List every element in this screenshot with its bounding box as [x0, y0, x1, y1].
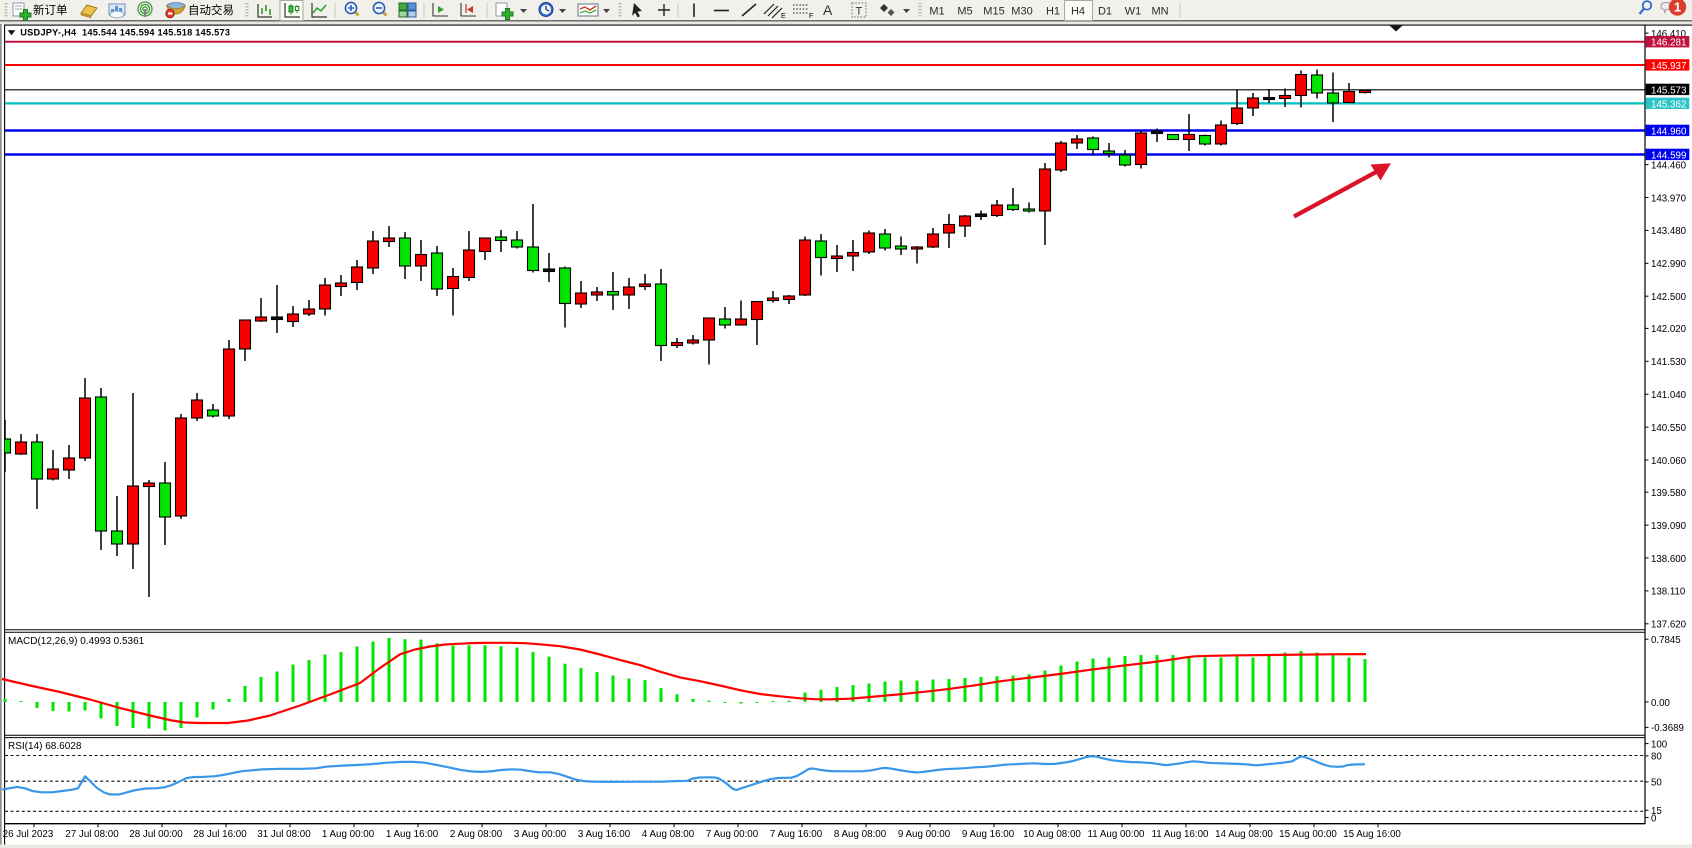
svg-text:4 Aug 08:00: 4 Aug 08:00 — [642, 829, 695, 840]
svg-text:E: E — [781, 13, 786, 20]
svg-text:50: 50 — [1651, 778, 1662, 789]
svg-text:9 Aug 00:00: 9 Aug 00:00 — [898, 829, 951, 840]
svg-text:15 Aug 00:00: 15 Aug 00:00 — [1279, 829, 1337, 840]
svg-text:139.090: 139.090 — [1651, 521, 1687, 532]
svg-text:138.110: 138.110 — [1651, 587, 1686, 598]
svg-text:-0.3689: -0.3689 — [1651, 723, 1684, 734]
svg-text:138.600: 138.600 — [1651, 554, 1687, 565]
svg-text:142.500: 142.500 — [1651, 292, 1687, 303]
svg-text:新订单: 新订单 — [33, 3, 68, 17]
svg-text:2 Aug 08:00: 2 Aug 08:00 — [450, 829, 503, 840]
svg-text:142.990: 142.990 — [1651, 259, 1687, 270]
svg-text:0: 0 — [1651, 813, 1657, 824]
svg-text:0.7845: 0.7845 — [1651, 635, 1681, 646]
svg-text:F: F — [809, 13, 813, 20]
svg-text:H1: H1 — [1046, 6, 1060, 18]
svg-text:9 Aug 16:00: 9 Aug 16:00 — [962, 829, 1015, 840]
svg-text:MN: MN — [1151, 6, 1168, 18]
svg-text:3 Aug 00:00: 3 Aug 00:00 — [514, 829, 567, 840]
svg-text:143.480: 143.480 — [1651, 226, 1687, 237]
svg-text:M1: M1 — [929, 6, 944, 18]
svg-text:1 Aug 16:00: 1 Aug 16:00 — [386, 829, 439, 840]
svg-text:11 Aug 16:00: 11 Aug 16:00 — [1151, 829, 1209, 840]
svg-text:A: A — [823, 2, 833, 18]
svg-text:28 Jul 16:00: 28 Jul 16:00 — [193, 829, 247, 840]
svg-text:143.970: 143.970 — [1651, 193, 1687, 204]
svg-text:141.530: 141.530 — [1651, 357, 1687, 368]
svg-text:MACD(12,26,9) 0.4993 0.5361: MACD(12,26,9) 0.4993 0.5361 — [8, 636, 145, 647]
svg-text:80: 80 — [1651, 752, 1662, 763]
svg-text:3 Aug 16:00: 3 Aug 16:00 — [578, 829, 631, 840]
svg-text:146.281: 146.281 — [1651, 38, 1686, 49]
svg-text:142.020: 142.020 — [1651, 324, 1687, 335]
svg-text:137.620: 137.620 — [1651, 620, 1687, 631]
svg-text:W1: W1 — [1125, 6, 1142, 18]
svg-text:139.580: 139.580 — [1651, 488, 1687, 499]
svg-text:7 Aug 00:00: 7 Aug 00:00 — [706, 829, 759, 840]
svg-text:140.060: 140.060 — [1651, 456, 1687, 467]
svg-text:145.937: 145.937 — [1651, 61, 1686, 72]
svg-text:7 Aug 16:00: 7 Aug 16:00 — [770, 829, 823, 840]
svg-text:D1: D1 — [1098, 6, 1112, 18]
svg-text:T: T — [856, 6, 863, 18]
svg-text:1 Aug 00:00: 1 Aug 00:00 — [322, 829, 375, 840]
svg-text:M15: M15 — [983, 6, 1004, 18]
svg-text:1: 1 — [1674, 0, 1681, 15]
svg-text:100: 100 — [1651, 739, 1668, 750]
svg-text:11 Aug 00:00: 11 Aug 00:00 — [1087, 829, 1145, 840]
svg-text:145.573: 145.573 — [1651, 85, 1687, 96]
svg-text:26 Jul 2023: 26 Jul 2023 — [3, 829, 54, 840]
svg-text:144.460: 144.460 — [1651, 160, 1687, 171]
svg-text:10 Aug 08:00: 10 Aug 08:00 — [1023, 829, 1081, 840]
svg-text:M5: M5 — [957, 6, 972, 18]
svg-text:RSI(14) 68.6028: RSI(14) 68.6028 — [8, 741, 82, 752]
svg-text:15: 15 — [1651, 806, 1662, 817]
svg-text:141.040: 141.040 — [1651, 390, 1687, 401]
svg-text:144.599: 144.599 — [1651, 150, 1686, 161]
svg-text:15 Aug 16:00: 15 Aug 16:00 — [1343, 829, 1401, 840]
svg-text:H4: H4 — [1071, 6, 1085, 18]
svg-text:28 Jul 00:00: 28 Jul 00:00 — [129, 829, 183, 840]
svg-text:27 Jul 08:00: 27 Jul 08:00 — [65, 829, 119, 840]
svg-text:31 Jul 08:00: 31 Jul 08:00 — [257, 829, 311, 840]
svg-text:140.550: 140.550 — [1651, 423, 1687, 434]
svg-text:144.960: 144.960 — [1651, 126, 1687, 137]
svg-text:自动交易: 自动交易 — [188, 3, 234, 17]
svg-text:146.410: 146.410 — [1651, 29, 1687, 40]
svg-text:M30: M30 — [1011, 6, 1032, 18]
svg-text:145.362: 145.362 — [1651, 99, 1686, 110]
svg-text:14 Aug 08:00: 14 Aug 08:00 — [1215, 829, 1273, 840]
svg-text:8 Aug 08:00: 8 Aug 08:00 — [834, 829, 887, 840]
svg-text:USDJPY-,H4 145.544 145.594 14: USDJPY-,H4 145.544 145.594 145.518 145.5… — [20, 28, 230, 38]
svg-text:0.00: 0.00 — [1651, 698, 1670, 709]
